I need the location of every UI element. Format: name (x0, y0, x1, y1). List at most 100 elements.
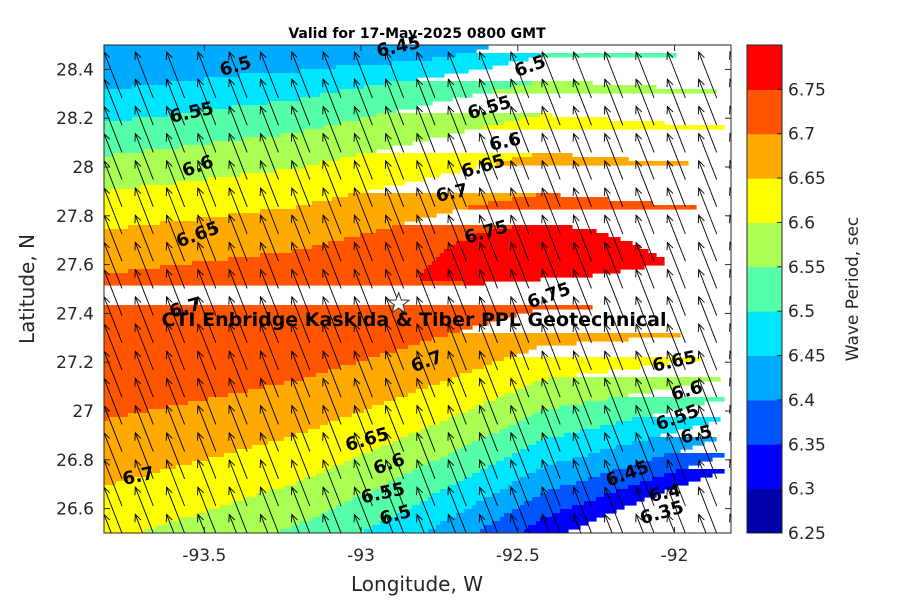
direction-arrow (729, 295, 731, 305)
contour-cell (104, 137, 245, 142)
direction-arrow (478, 350, 499, 398)
direction-arrow (478, 431, 499, 479)
contour-cell (532, 381, 697, 386)
contour-cell (208, 509, 329, 514)
direction-arrow (510, 241, 530, 289)
contour-cell (432, 57, 529, 62)
direction-arrow (541, 78, 561, 126)
direction-arrow (635, 186, 655, 235)
contour-cell (156, 525, 293, 530)
direction-arrow (447, 350, 467, 398)
direction-arrow (603, 458, 624, 507)
direction-arrow (635, 214, 655, 262)
direction-arrow (197, 159, 217, 207)
direction-arrow (134, 214, 154, 262)
contour-cell (400, 437, 481, 442)
direction-arrow (447, 132, 467, 180)
direction-arrow (478, 50, 499, 99)
direction-arrow (416, 431, 436, 479)
direction-arrow (697, 486, 718, 533)
contour-cell (436, 525, 485, 530)
direction-arrow (197, 350, 217, 398)
direction-arrow (541, 241, 561, 289)
direction-arrow (259, 78, 279, 126)
direction-arrow (447, 268, 467, 316)
contour-cell (536, 193, 561, 198)
direction-arrow (104, 187, 123, 235)
direction-arrow (447, 513, 457, 533)
direction-arrow (384, 50, 405, 99)
direction-arrow (197, 404, 217, 452)
direction-arrow (134, 241, 154, 289)
y-tick-label: 28.4 (56, 60, 94, 80)
direction-arrow (197, 78, 217, 126)
direction-arrow (447, 105, 467, 153)
contour-cell (312, 517, 389, 522)
contour-cell (540, 493, 605, 498)
contour-cell (104, 257, 229, 262)
contour-cell (104, 313, 517, 318)
contour-cell (128, 413, 353, 418)
contour-cell (392, 61, 509, 66)
direction-arrow (697, 78, 718, 126)
direction-arrow (572, 241, 592, 289)
direction-arrow (416, 350, 436, 398)
direction-arrow (197, 322, 217, 371)
direction-arrow (259, 132, 279, 180)
colorbar-tick-label: 6.65 (788, 169, 826, 189)
contour-cell (432, 261, 665, 266)
direction-arrow (290, 186, 311, 235)
direction-arrow (729, 241, 731, 251)
contour-cell (628, 465, 689, 470)
contour-cell (240, 173, 441, 178)
contour-cell (324, 469, 413, 474)
direction-arrow (134, 268, 154, 316)
contour-cell (548, 377, 721, 382)
direction-arrow (510, 214, 530, 262)
direction-arrow (603, 295, 624, 343)
direction-arrow (603, 486, 624, 533)
direction-arrow (290, 50, 311, 99)
contour-cell (104, 85, 133, 90)
contour-cell (448, 453, 513, 458)
contour-cell (104, 325, 473, 330)
contour-cell (456, 53, 541, 58)
contour-cell (480, 529, 525, 533)
contour-cell (448, 485, 509, 490)
direction-arrow (510, 159, 530, 207)
contour-cell (196, 513, 321, 518)
contour-cell (360, 453, 449, 458)
contour-cell (560, 509, 617, 514)
direction-arrow (572, 513, 582, 533)
contour-cell (208, 397, 397, 402)
contour-cell (128, 269, 425, 274)
direction-arrow (290, 404, 311, 452)
contour-cell (336, 505, 413, 510)
contour-cell (304, 165, 477, 170)
contour-cell (504, 393, 629, 398)
direction-arrow (572, 322, 592, 371)
direction-arrow (290, 377, 311, 425)
contour-cell (512, 453, 589, 458)
direction-arrow (635, 159, 655, 207)
contour-cell (104, 353, 381, 358)
direction-arrow (384, 513, 394, 533)
colorbar: 6.25 6.3 6.35 6.4 6.45 6.5 6.55 6.6 6.65 6.7 6.75 (746, 44, 826, 544)
contour-cell (524, 529, 569, 533)
direction-arrow (541, 268, 561, 316)
direction-arrow (635, 132, 655, 180)
contour-cell (628, 485, 677, 490)
direction-arrow (134, 322, 154, 371)
contour-cell (104, 113, 169, 118)
direction-arrow (666, 186, 686, 235)
contour-cell (500, 517, 541, 522)
contour-cell (176, 465, 333, 470)
contour-cell (428, 265, 645, 270)
direction-arrow (729, 214, 731, 224)
direction-arrow (635, 295, 655, 343)
direction-arrow (478, 132, 499, 180)
contour-cell (492, 361, 669, 366)
direction-arrow (510, 132, 530, 180)
contour-cell (104, 333, 449, 338)
contour-cell (104, 77, 205, 82)
